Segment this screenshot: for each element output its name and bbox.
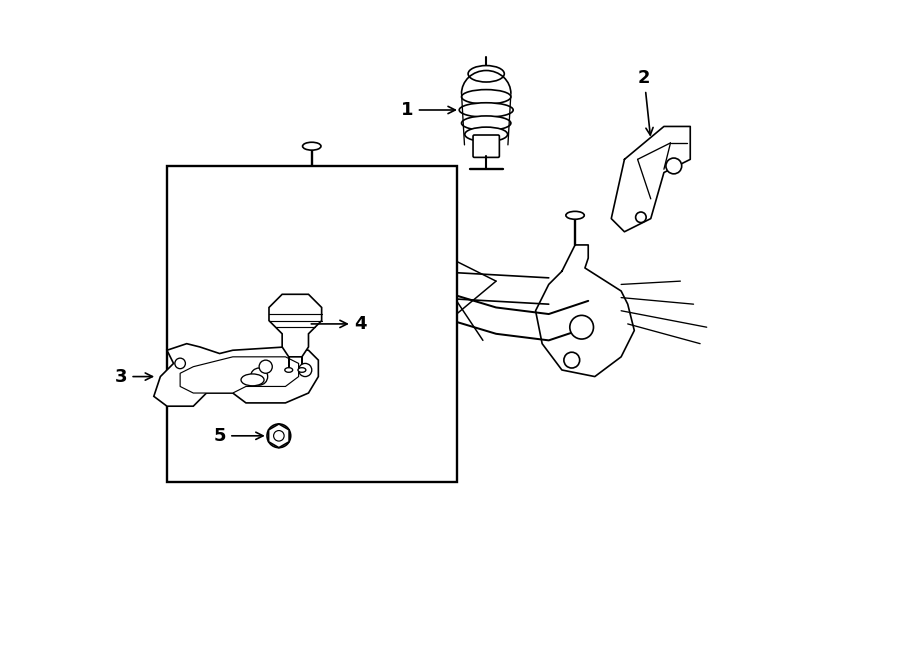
Circle shape [307, 247, 330, 270]
Polygon shape [154, 344, 319, 407]
Text: 2: 2 [638, 69, 653, 135]
Circle shape [666, 158, 681, 174]
Circle shape [635, 212, 646, 223]
Ellipse shape [302, 142, 321, 150]
Ellipse shape [459, 102, 513, 117]
Text: 1: 1 [401, 101, 455, 119]
Circle shape [300, 348, 317, 366]
Ellipse shape [464, 127, 508, 141]
Text: 3: 3 [115, 368, 152, 385]
Text: 4: 4 [311, 315, 367, 333]
Ellipse shape [284, 368, 292, 372]
Circle shape [274, 430, 284, 441]
Circle shape [564, 352, 580, 368]
Ellipse shape [462, 90, 511, 104]
FancyBboxPatch shape [473, 135, 500, 157]
Polygon shape [269, 294, 321, 357]
Circle shape [259, 360, 273, 373]
Text: 5: 5 [213, 427, 263, 445]
Ellipse shape [462, 116, 511, 130]
Ellipse shape [468, 65, 504, 82]
Circle shape [299, 364, 311, 377]
Polygon shape [268, 424, 289, 447]
Ellipse shape [566, 212, 584, 219]
Circle shape [267, 424, 291, 447]
Bar [167, 166, 456, 482]
Circle shape [175, 358, 185, 369]
Ellipse shape [241, 374, 264, 386]
Polygon shape [180, 357, 299, 393]
Circle shape [250, 368, 267, 385]
Ellipse shape [298, 368, 306, 372]
Circle shape [570, 315, 593, 339]
